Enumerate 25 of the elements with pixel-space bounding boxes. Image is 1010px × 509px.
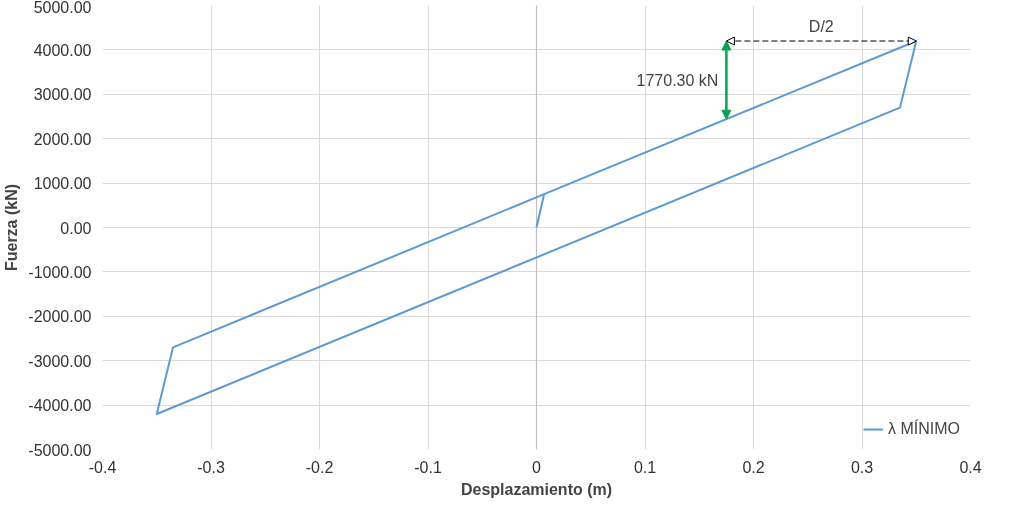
y-tick-label: 1000.00	[33, 175, 92, 193]
x-tick-label: -0.4	[88, 458, 117, 476]
y-tick-label: 2000.00	[33, 130, 92, 148]
y-tick-label: -4000.00	[28, 397, 92, 415]
y-tick-label: 0.00	[60, 219, 92, 237]
legend-label: λ MÍNIMO	[888, 420, 960, 438]
y-tick-label: -1000.00	[28, 263, 92, 281]
x-tick-label: -0.3	[197, 458, 225, 476]
x-tick-label: -0.2	[305, 458, 334, 476]
x-tick-label: -0.1	[414, 458, 442, 476]
y-tick-label: 3000.00	[33, 86, 92, 104]
y-tick-label: 5000.00	[33, 0, 92, 16]
y-tick-label: -2000.00	[28, 308, 92, 326]
y-tick-label: -3000.00	[28, 352, 92, 370]
y-tick-label: 4000.00	[33, 41, 92, 59]
annotation: D/2	[808, 18, 834, 36]
x-tick-label: 0.4	[959, 458, 982, 476]
y-axis-title: Fuerza (kN)	[3, 183, 21, 272]
y-tick-label: -5000.00	[28, 441, 92, 459]
x-tick-label: 0.1	[633, 458, 657, 476]
x-tick-label: 0.2	[742, 458, 765, 476]
annotation: 1770.30 kN	[636, 71, 719, 89]
x-axis-title: Desplazamiento (m)	[460, 480, 613, 498]
x-tick-label: 0	[532, 458, 542, 476]
x-tick-label: 0.3	[850, 458, 874, 476]
